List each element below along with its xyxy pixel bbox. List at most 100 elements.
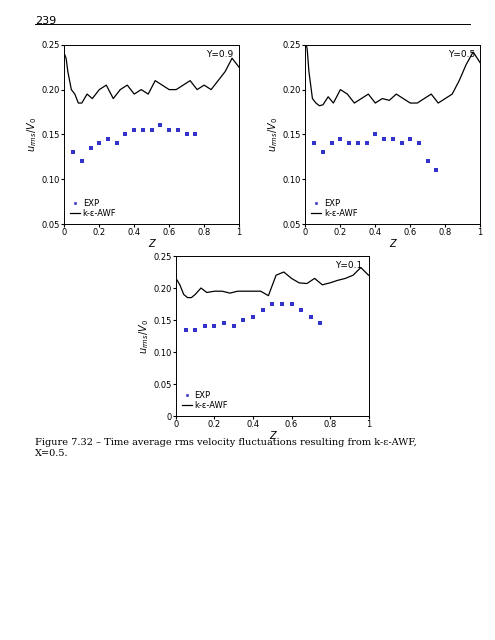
- Text: Y=0.5: Y=0.5: [447, 50, 475, 59]
- Text: 239: 239: [35, 16, 56, 26]
- k-ε-AWF: [456, 77, 462, 84]
- k-ε-AWF: [173, 86, 179, 93]
- Legend: EXP, k-ε-AWF: EXP, k-ε-AWF: [68, 197, 118, 220]
- k-ε-AWF: [442, 95, 448, 102]
- k-ε-AWF: [219, 287, 225, 295]
- k-ε-AWF: [338, 86, 344, 93]
- k-ε-AWF: [265, 292, 271, 300]
- k-ε-AWF: [79, 99, 85, 107]
- EXP: [210, 321, 218, 332]
- k-ε-AWF: [110, 95, 116, 102]
- k-ε-AWF: [351, 99, 357, 107]
- EXP: [259, 305, 267, 316]
- k-ε-AWF: [358, 95, 364, 102]
- k-ε-AWF: [319, 281, 325, 289]
- EXP: [389, 134, 397, 144]
- k-ε-AWF: [187, 77, 193, 84]
- EXP: [406, 134, 414, 144]
- EXP: [148, 125, 155, 135]
- k-ε-AWF: [201, 81, 207, 89]
- k-ε-AWF: [386, 97, 392, 104]
- EXP: [297, 305, 305, 316]
- k-ε-AWF: [313, 99, 319, 107]
- Line: k-ε-AWF: k-ε-AWF: [176, 268, 368, 298]
- k-ε-AWF: [166, 86, 172, 93]
- EXP: [371, 129, 379, 140]
- EXP: [220, 318, 228, 328]
- k-ε-AWF: [68, 86, 74, 93]
- k-ε-AWF: [175, 278, 181, 285]
- k-ε-AWF: [236, 63, 242, 71]
- k-ε-AWF: [372, 99, 378, 107]
- EXP: [183, 129, 191, 140]
- k-ε-AWF: [89, 95, 95, 102]
- k-ε-AWF: [320, 101, 326, 109]
- EXP: [174, 125, 182, 135]
- k-ε-AWF: [180, 81, 186, 89]
- k-ε-AWF: [138, 86, 144, 93]
- k-ε-AWF: [273, 271, 279, 279]
- EXP: [165, 125, 173, 135]
- k-ε-AWF: [343, 275, 348, 282]
- EXP: [268, 299, 276, 309]
- k-ε-AWF: [192, 291, 198, 298]
- k-ε-AWF: [198, 284, 204, 292]
- EXP: [316, 318, 324, 328]
- EXP: [249, 312, 257, 322]
- EXP: [415, 138, 423, 148]
- k-ε-AWF: [327, 279, 333, 287]
- k-ε-AWF: [449, 90, 455, 98]
- k-ε-AWF: [145, 90, 151, 98]
- EXP: [192, 129, 199, 140]
- EXP: [310, 138, 318, 148]
- k-ε-AWF: [428, 90, 434, 98]
- k-ε-AWF: [365, 90, 371, 98]
- EXP: [96, 138, 103, 148]
- k-ε-AWF: [331, 99, 337, 107]
- Y-axis label: $u_{rms}/V_0$: $u_{rms}/V_0$: [25, 116, 39, 152]
- k-ε-AWF: [289, 275, 295, 282]
- EXP: [345, 138, 353, 148]
- EXP: [380, 134, 388, 144]
- k-ε-AWF: [159, 81, 165, 89]
- k-ε-AWF: [189, 294, 195, 301]
- EXP: [433, 165, 441, 175]
- k-ε-AWF: [103, 81, 109, 89]
- EXP: [328, 138, 336, 148]
- Y-axis label: $u_{rms}/V_0$: $u_{rms}/V_0$: [137, 318, 150, 354]
- k-ε-AWF: [365, 271, 371, 279]
- k-ε-AWF: [131, 90, 137, 98]
- EXP: [307, 312, 315, 322]
- k-ε-AWF: [229, 54, 235, 62]
- k-ε-AWF: [61, 50, 67, 58]
- k-ε-AWF: [335, 276, 341, 284]
- k-ε-AWF: [185, 294, 191, 301]
- k-ε-AWF: [296, 279, 302, 287]
- EXP: [139, 125, 147, 135]
- k-ε-AWF: [72, 90, 78, 98]
- k-ε-AWF: [235, 287, 241, 295]
- k-ε-AWF: [215, 77, 221, 84]
- k-ε-AWF: [302, 36, 308, 44]
- EXP: [278, 299, 286, 309]
- k-ε-AWF: [316, 102, 322, 109]
- EXP: [113, 138, 121, 148]
- k-ε-AWF: [304, 45, 310, 53]
- EXP: [354, 138, 362, 148]
- k-ε-AWF: [325, 93, 331, 100]
- EXP: [337, 134, 345, 144]
- Y-axis label: $u_{rms}/V_0$: $u_{rms}/V_0$: [266, 116, 280, 152]
- k-ε-AWF: [63, 54, 69, 62]
- k-ε-AWF: [173, 275, 179, 282]
- Text: Y=0.1: Y=0.1: [336, 261, 363, 270]
- k-ε-AWF: [65, 68, 71, 76]
- EXP: [424, 156, 432, 166]
- k-ε-AWF: [152, 77, 158, 84]
- k-ε-AWF: [379, 95, 385, 102]
- k-ε-AWF: [463, 61, 469, 68]
- k-ε-AWF: [117, 86, 123, 93]
- k-ε-AWF: [181, 291, 187, 298]
- k-ε-AWF: [400, 95, 406, 102]
- EXP: [397, 138, 405, 148]
- EXP: [191, 324, 199, 335]
